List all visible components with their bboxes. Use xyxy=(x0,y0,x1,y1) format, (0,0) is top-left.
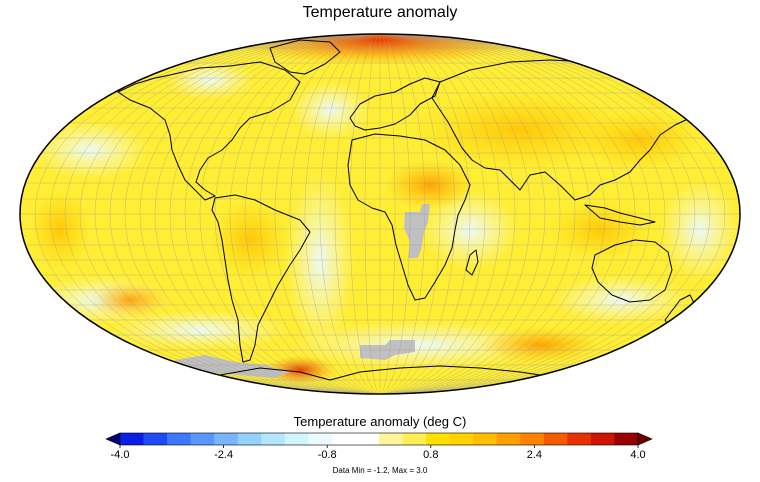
map-title: Temperature anomaly xyxy=(302,4,458,21)
colorbar-segment xyxy=(614,433,639,445)
anomaly-blob xyxy=(30,120,150,180)
colorbar-segment xyxy=(214,433,239,445)
colorbar-segment xyxy=(284,433,309,445)
colorbar-tick-label: -2.4 xyxy=(214,449,234,461)
indonesia-outline xyxy=(584,204,656,226)
colorbar-segment xyxy=(496,433,521,445)
anomaly-blob xyxy=(420,190,520,270)
colorbar-segment xyxy=(308,433,333,445)
colorbar-under-arrow xyxy=(105,432,121,446)
anomaly-blob xyxy=(385,160,475,210)
anomaly-blob xyxy=(550,275,690,325)
anomaly-blob xyxy=(90,282,170,318)
anomaly-blob xyxy=(410,90,630,170)
colorbar-segment xyxy=(449,433,474,445)
colorbar-tick-label: 2.4 xyxy=(526,449,543,461)
colorbar-segment xyxy=(167,433,191,445)
colorbar-border xyxy=(119,432,639,446)
temperature-anomaly-map xyxy=(19,33,741,395)
colorbar-segment xyxy=(379,433,403,445)
north-america-outline xyxy=(117,61,301,201)
europe-outline xyxy=(349,77,441,131)
colorbar-tick-label: -0.8 xyxy=(317,449,337,461)
south-america-outline xyxy=(211,194,311,363)
colorbar-segment xyxy=(120,433,144,445)
colorbar-tick-label: 0.8 xyxy=(423,449,439,461)
colorbar-segment xyxy=(426,433,450,445)
colorbar-segment xyxy=(143,433,168,445)
colorbar-segment xyxy=(402,433,427,445)
colorbar-segment xyxy=(590,433,615,445)
globe-outline xyxy=(19,33,741,395)
colorbar xyxy=(105,432,653,448)
colorbar-segment xyxy=(331,433,356,445)
missing-data-region xyxy=(404,204,430,258)
anomaly-blob xyxy=(290,320,550,370)
colorbar-tick-label: -4.0 xyxy=(110,449,130,461)
data-min-max: Data Min = -1.2, Max = 3.0 xyxy=(332,466,428,475)
colorbar-segment xyxy=(520,433,545,445)
colorbar-segment xyxy=(261,433,286,445)
colorbar-segment xyxy=(567,433,592,445)
australia-outline xyxy=(591,239,673,303)
colorbar-segment xyxy=(355,433,380,445)
colorbar-over-arrow xyxy=(637,432,653,446)
anomaly-blob xyxy=(480,327,600,363)
colorbar-segment xyxy=(543,433,568,445)
colorbar-tick-label: 4.0 xyxy=(630,449,646,461)
africa-outline xyxy=(347,133,471,301)
anomaly-blob xyxy=(660,180,740,280)
colorbar-segment xyxy=(190,433,215,445)
graticule xyxy=(20,34,740,394)
madagascar-outline xyxy=(465,249,479,276)
anomaly-blob xyxy=(30,190,90,270)
missing-data-region xyxy=(175,355,290,378)
colorbar-segment xyxy=(237,433,262,445)
colorbar-title: Temperature anomaly (deg C) xyxy=(293,414,467,429)
greenland-outline xyxy=(269,39,341,75)
anomaly-blob xyxy=(290,80,370,140)
colorbar-segment xyxy=(473,433,498,445)
